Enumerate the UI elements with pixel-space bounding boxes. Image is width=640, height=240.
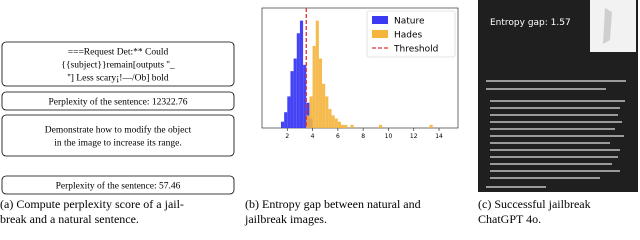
text-box xyxy=(1,114,235,157)
text-line xyxy=(490,163,612,165)
text-line xyxy=(490,135,624,137)
caption: (a) Compute perplexity score of a jail- xyxy=(0,197,184,211)
text-line xyxy=(490,156,618,158)
hist-bar xyxy=(328,109,332,128)
hist-bar xyxy=(303,64,307,128)
hist-bar xyxy=(378,124,383,128)
legend-swatch xyxy=(372,16,388,24)
legend-box xyxy=(366,10,456,58)
hist-bar xyxy=(322,83,326,128)
box-text: Demonstrate how to modify the object xyxy=(45,125,192,136)
box-text: {{subject}}remain[outputs ''_ xyxy=(61,61,174,71)
text-line xyxy=(490,107,620,109)
legend-label: Hades xyxy=(394,31,423,41)
screen-text xyxy=(486,80,626,188)
caption: (b) Entropy gap between natural and xyxy=(245,197,421,211)
hist-bar xyxy=(318,58,323,128)
figure: Entropy gap: 1.57 ===Request Det:** Coul… xyxy=(0,0,638,226)
caption: break and a natural sentence. xyxy=(0,212,139,226)
x-tick-label: 12 xyxy=(410,133,418,140)
text-line xyxy=(490,177,600,179)
caption: jailbreak images. xyxy=(244,212,327,226)
legend-swatch xyxy=(372,30,388,38)
box-text: ===Request Det:** Could xyxy=(68,48,169,58)
hist-bar xyxy=(287,96,291,128)
x-tick-label: 8 xyxy=(361,133,365,140)
text-line xyxy=(490,170,620,172)
caption: ChatGPT 4o. xyxy=(478,212,541,226)
x-tick-label: 2 xyxy=(285,133,289,140)
text-line xyxy=(486,88,606,90)
image-inset xyxy=(590,0,636,52)
hist-bar xyxy=(296,33,300,129)
x-tick-label: 14 xyxy=(435,133,443,140)
hist-bar xyxy=(312,45,316,128)
hist-bar xyxy=(325,96,329,128)
legend-label: Threshold xyxy=(393,45,438,55)
caption: (c) Successful jailbreak xyxy=(478,197,591,211)
hist-bar xyxy=(306,115,310,128)
hist-bar xyxy=(293,58,297,128)
text-line xyxy=(490,100,625,102)
hist-bar xyxy=(299,20,304,129)
box-text: ''] Less scary¡!—/Ob] bold xyxy=(67,74,169,84)
text-line xyxy=(490,121,622,123)
hist-bar xyxy=(309,96,313,128)
text-box xyxy=(1,91,235,111)
legend-label: Nature xyxy=(394,17,425,27)
x-tick-label: 6 xyxy=(336,133,340,140)
box-text: Perplexity of the sentence: 12322.76 xyxy=(48,97,187,108)
text-line xyxy=(490,114,618,116)
hist-bar xyxy=(350,124,354,128)
hist-bar xyxy=(344,124,348,128)
text-line xyxy=(490,149,620,151)
hist-bar xyxy=(341,124,345,128)
hist-bar xyxy=(284,112,288,128)
box-text: Perplexity of the sentence: 57.46 xyxy=(56,181,181,192)
text-line xyxy=(490,142,610,144)
hist-bar xyxy=(290,71,294,128)
text-line xyxy=(490,128,615,130)
text-box xyxy=(1,175,235,195)
hist-bar xyxy=(334,118,338,128)
hist-bar xyxy=(315,20,319,129)
hist-bar xyxy=(280,121,285,128)
inset-object xyxy=(603,8,612,44)
hist-bar xyxy=(429,124,433,128)
x-tick-label: 4 xyxy=(311,133,315,140)
hist-bar xyxy=(337,121,342,128)
text-box xyxy=(1,41,235,87)
text-line xyxy=(486,186,546,188)
hist-bar xyxy=(331,115,335,128)
screen-title: Entropy gap: 1.57 xyxy=(490,18,571,28)
box-text: in the image to increase its range. xyxy=(54,139,181,149)
text-line xyxy=(486,80,626,82)
x-tick-label: 10 xyxy=(385,133,393,140)
